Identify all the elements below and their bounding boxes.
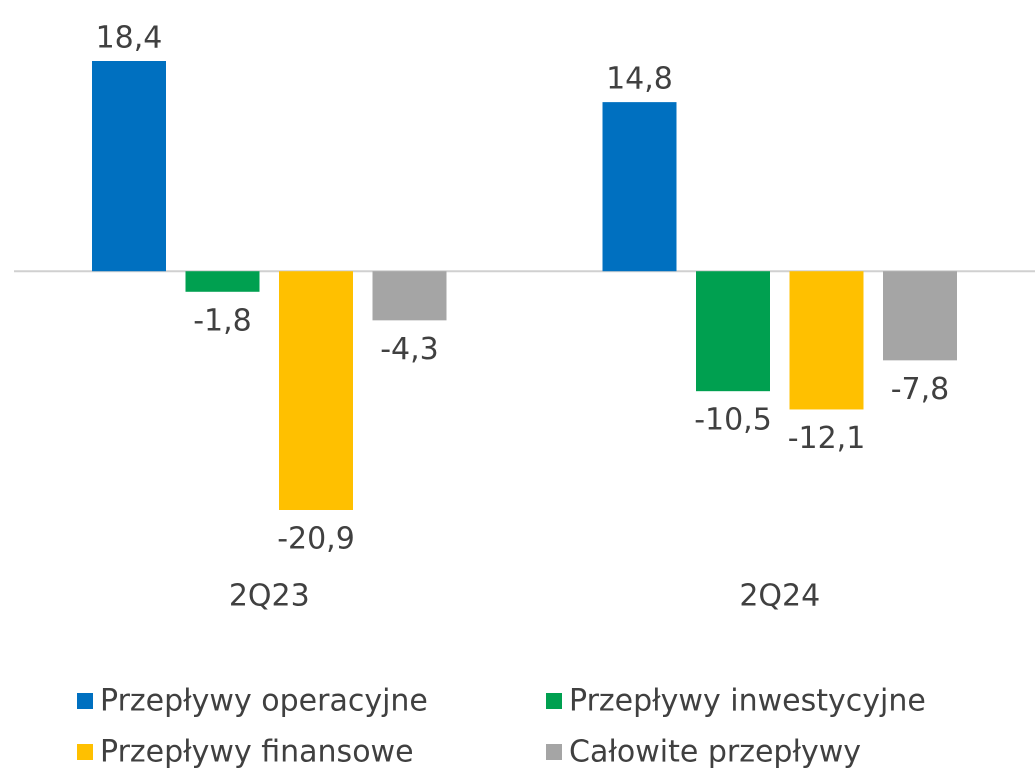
legend-label: Przepływy inwestycyjne — [569, 684, 926, 719]
bar — [696, 271, 770, 392]
bar — [789, 271, 864, 410]
data-label: -4,3 — [380, 332, 439, 367]
x-tick-label: 2Q23 — [229, 579, 310, 614]
legend-marker — [546, 744, 562, 760]
bar — [372, 271, 447, 321]
legend-marker — [77, 744, 93, 760]
data-label: -7,8 — [891, 372, 950, 407]
data-label: -20,9 — [277, 522, 355, 557]
data-label: -12,1 — [788, 421, 866, 456]
legend-marker — [546, 693, 562, 709]
bar — [883, 271, 957, 361]
bar — [92, 61, 166, 272]
data-label: -1,8 — [193, 303, 252, 338]
legend-marker — [77, 693, 93, 709]
data-label: 18,4 — [96, 21, 163, 56]
legend-label: Przepływy operacyjne — [100, 684, 428, 719]
legend-label: Całowite przepływy — [569, 735, 861, 770]
x-tick-label: 2Q24 — [739, 579, 820, 614]
legend-label: Przepływy finansowe — [100, 735, 414, 770]
bar — [185, 271, 260, 292]
data-label: 14,8 — [606, 62, 673, 97]
bar — [602, 102, 677, 272]
bar — [279, 271, 353, 510]
data-label: -10,5 — [694, 403, 772, 438]
